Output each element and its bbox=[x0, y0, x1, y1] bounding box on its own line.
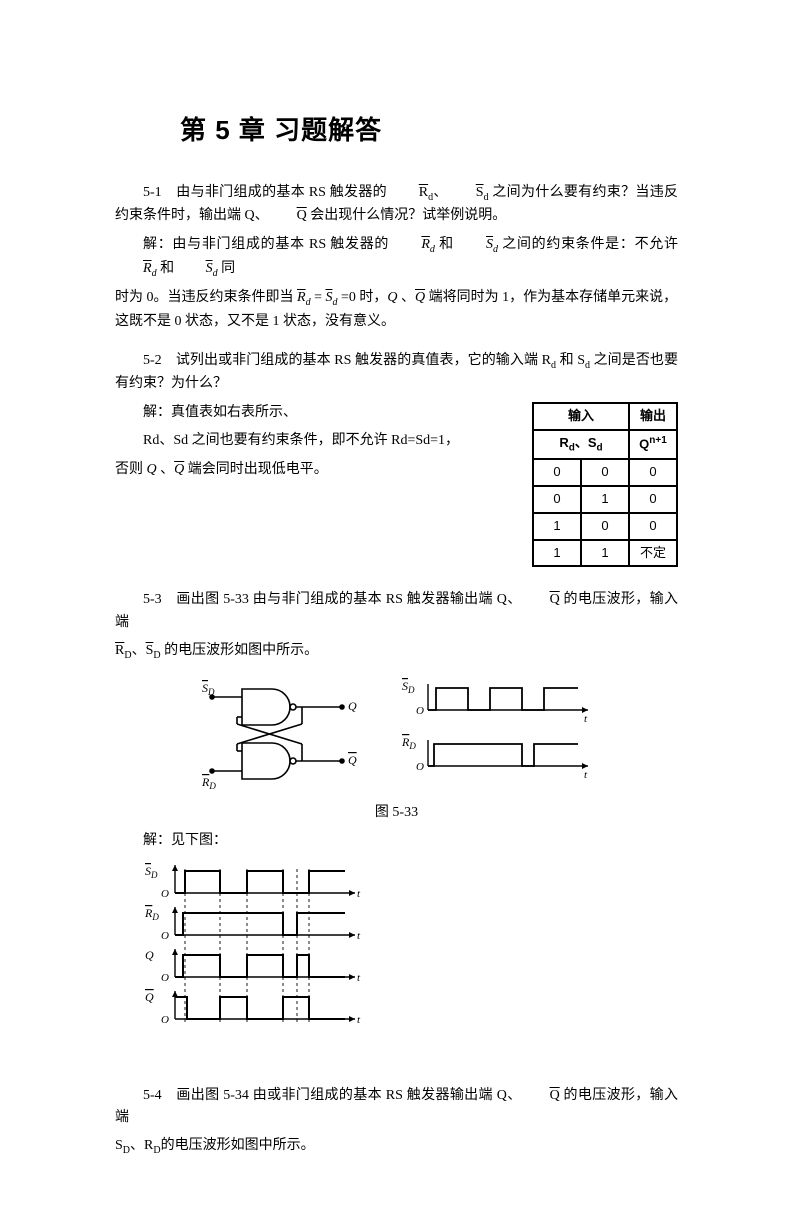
th-rdsd: Rd、Sd bbox=[533, 430, 629, 460]
chapter-title: 第 5 章 习题解答 bbox=[180, 110, 678, 152]
svg-text:O: O bbox=[161, 888, 169, 900]
truth-row: 11不定 bbox=[533, 540, 677, 567]
svg-text:SD: SD bbox=[402, 679, 415, 695]
rs-latch-circuit-icon: SD RD Q Q bbox=[202, 674, 362, 794]
truth-row: 000 bbox=[533, 459, 677, 486]
q-5-3-line1: 5-3 画出图 5-33 由与非门组成的基本 RS 触发器输出端 Q、Q 的电压… bbox=[115, 589, 678, 634]
svg-text:t: t bbox=[357, 888, 361, 900]
svg-text:RD: RD bbox=[402, 735, 416, 751]
svg-text:SD: SD bbox=[202, 681, 215, 697]
svg-text:RD: RD bbox=[145, 906, 159, 922]
th-output: 输出 bbox=[629, 403, 677, 430]
svg-text:O: O bbox=[416, 705, 424, 717]
svg-text:SD: SD bbox=[145, 864, 158, 880]
th-input: 输入 bbox=[533, 403, 629, 430]
input-waveforms: SDOtRDOt bbox=[402, 674, 592, 794]
svg-text:t: t bbox=[584, 713, 588, 725]
q-5-1: 5-1 由与非门组成的基本 RS 触发器的 Rd、Sd 之间为什么要有约束？当违… bbox=[115, 182, 678, 228]
svg-text:t: t bbox=[357, 930, 361, 942]
figure-5-33: SD RD Q Q SDOtRDOt bbox=[115, 674, 678, 794]
a-5-3: 解：见下图： bbox=[115, 830, 678, 852]
svg-text:O: O bbox=[416, 761, 424, 773]
svg-text:O: O bbox=[161, 930, 169, 942]
svg-text:Q: Q bbox=[348, 753, 357, 767]
truth-row: 100 bbox=[533, 513, 677, 540]
a-5-1-line2: 时为 0。当违反约束条件即当 Rd = Sd =0 时，Q 、Q 端将同时为 1… bbox=[115, 287, 678, 333]
q-5-3-line2: RD、SD 的电压波形如图中所示。 bbox=[115, 640, 678, 664]
th-qn1: Qn+1 bbox=[629, 430, 677, 460]
svg-text:t: t bbox=[584, 769, 588, 781]
q-5-4-line1: 5-4 画出图 5-34 由或非门组成的基本 RS 触发器输出端 Q、Q 的电压… bbox=[115, 1085, 678, 1130]
svg-text:t: t bbox=[357, 1014, 361, 1026]
svg-text:O: O bbox=[161, 972, 169, 984]
svg-text:Q: Q bbox=[348, 699, 357, 713]
page-root: 第 5 章 习题解答 5-1 由与非门组成的基本 RS 触发器的 Rd、Sd 之… bbox=[0, 0, 793, 1213]
output-waveforms-wrap: SDOtRDOtQOtQOt bbox=[145, 863, 678, 1063]
q-5-2: 5-2 试列出或非门组成的基本 RS 触发器的真值表，它的输入端 Rd 和 Sd… bbox=[115, 350, 678, 396]
q-5-4-line2: SD、RD的电压波形如图中所示。 bbox=[115, 1135, 678, 1159]
a-5-1-line1: 解：由与非门组成的基本 RS 触发器的 Rd 和 Sd 之间的约束条件是：不允许… bbox=[115, 234, 678, 282]
svg-text:Q: Q bbox=[145, 948, 154, 962]
svg-text:RD: RD bbox=[202, 775, 216, 791]
svg-text:Q: Q bbox=[145, 990, 154, 1004]
truth-row: 010 bbox=[533, 486, 677, 513]
truth-table: 输入 输出 Rd、Sd Qn+1 000 010 100 11不定 bbox=[532, 402, 678, 568]
svg-text:t: t bbox=[357, 972, 361, 984]
figure-caption: 图 5-33 bbox=[115, 802, 678, 824]
svg-text:O: O bbox=[161, 1014, 169, 1026]
output-waveforms: SDOtRDOtQOtQOt bbox=[145, 863, 375, 1063]
